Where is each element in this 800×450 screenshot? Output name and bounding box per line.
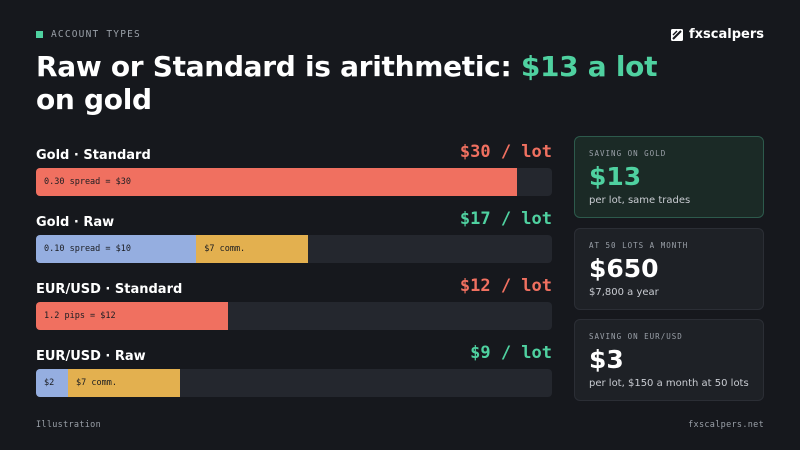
row-label: Gold · Raw (36, 215, 115, 230)
brand: fxscalpers (671, 27, 764, 42)
summary-card: AT 50 LOTS A MONTH $650 $7,800 a year (574, 228, 764, 310)
chart-row: EUR/USD · Raw $9 / lot $2 $7 comm. (36, 341, 552, 408)
row-total-label: $17 / lot (459, 209, 552, 229)
eyebrow-text: ACCOUNT TYPES (51, 29, 141, 40)
card-subtitle: per lot, $150 a month at 50 lots (589, 378, 749, 389)
summary-card: SAVING ON GOLD $13 per lot, same trades (574, 136, 764, 218)
segment-label: $7 comm. (204, 244, 246, 254)
brand-name: fxscalpers (689, 27, 764, 42)
headline-post: on gold (36, 83, 152, 116)
segment-label: 1.2 pips = $12 (44, 311, 116, 321)
segment-label: 0.10 spread = $10 (44, 244, 131, 254)
card-subtitle: $7,800 a year (589, 287, 659, 298)
bar-track: 0.30 spread = $30 (36, 168, 552, 196)
summary-card: SAVING ON EUR/USD $3 per lot, $150 a month… (574, 319, 764, 401)
headline-pre: Raw or Standard is arithmetic: (36, 50, 521, 83)
bar-segment: 0.10 spread = $10 (36, 235, 197, 263)
bar-segment: $7 comm. (68, 369, 181, 397)
segment-label: 0.30 spread = $30 (44, 177, 131, 187)
segment-label: $7 comm. (76, 378, 117, 388)
bar-segment: 1.2 pips = $12 (36, 302, 229, 330)
footer-note: Illustration (36, 420, 102, 430)
card-value: $13 (589, 162, 642, 191)
chart-row: Gold · Raw $17 / lot 0.10 spread = $10 $7 c… (36, 207, 552, 274)
page-title: Raw or Standard is arithmetic: $13 a lot… (36, 50, 676, 116)
row-total-label: $12 / lot (459, 276, 552, 296)
chart-row: EUR/USD · Standard $12 / lot 1.2 pips = $1… (36, 274, 552, 341)
eyebrow: ACCOUNT TYPES (36, 29, 141, 40)
card-eyebrow: SAVING ON GOLD (589, 149, 667, 158)
footer-site: fxscalpers.net (688, 420, 764, 430)
card-subtitle: per lot, same trades (589, 195, 691, 206)
brand-logo-icon (671, 28, 683, 41)
row-total-label: $9 / lot (470, 343, 552, 363)
bar-segment: $7 comm. (196, 235, 309, 263)
row-label: EUR/USD · Raw (36, 349, 146, 364)
card-eyebrow: AT 50 LOTS A MONTH (589, 241, 689, 250)
bar-track: 1.2 pips = $12 (36, 302, 552, 330)
chart-row: Gold · Standard $30 / lot 0.30 spread = $3… (36, 140, 552, 207)
row-label: Gold · Standard (36, 148, 151, 163)
bar-track: 0.10 spread = $10 $7 comm. (36, 235, 552, 263)
bar-segment: 0.30 spread = $30 (36, 168, 517, 196)
card-value: $3 (589, 345, 624, 374)
eyebrow-marker (36, 31, 43, 38)
headline-accent: $13 a lot (520, 50, 658, 83)
bar-segment: $2 (36, 369, 69, 397)
card-value: $650 (589, 254, 659, 283)
row-label: EUR/USD · Standard (36, 282, 183, 297)
card-eyebrow: SAVING ON EUR/USD (589, 332, 683, 341)
segment-label: $2 (44, 378, 55, 388)
row-total-label: $30 / lot (459, 142, 552, 162)
cost-comparison-chart: Gold · Standard $30 / lot 0.30 spread = $3… (36, 140, 552, 408)
bar-track: $2 $7 comm. (36, 369, 552, 397)
